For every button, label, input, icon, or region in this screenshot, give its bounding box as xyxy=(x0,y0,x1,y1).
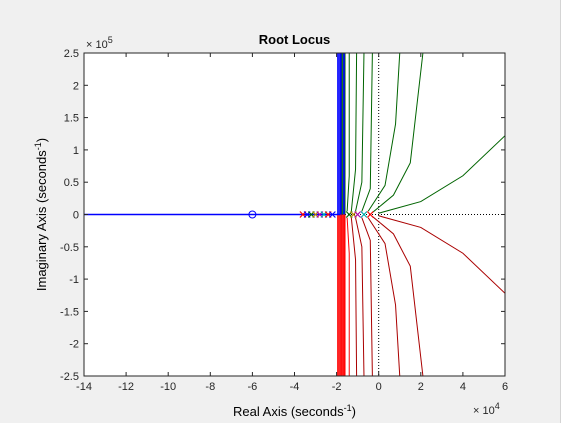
locus-series-6 xyxy=(355,53,365,212)
x-tick-label: 0 xyxy=(376,381,382,393)
pole-marker xyxy=(366,211,374,218)
x-tick-label: 4 xyxy=(460,381,466,393)
plot-area xyxy=(84,53,505,376)
zero-marker xyxy=(248,210,257,219)
y-tick-label: -2 xyxy=(69,339,79,351)
x-tick-label: 6 xyxy=(502,381,508,393)
pole-marker xyxy=(328,211,336,218)
y-axis-label: Imaginary Axis (seconds-1) xyxy=(33,138,49,291)
y-tick-label: -2.5 xyxy=(60,371,79,383)
y-axis-label-sup: -1 xyxy=(33,142,43,150)
locus-series-13 xyxy=(355,217,365,376)
locus-series-5 xyxy=(350,53,358,212)
locus-series-9 xyxy=(372,53,424,213)
x-tick-label: -8 xyxy=(205,381,215,393)
x-tick-label: -10 xyxy=(160,381,176,393)
pole-marker-stroke xyxy=(354,211,362,218)
pole-marker-stroke xyxy=(328,211,336,218)
y-tick-label: -1 xyxy=(69,274,79,286)
y-tick-label: 2.5 xyxy=(64,48,79,60)
y-tick-label: 2 xyxy=(73,80,79,92)
y-multiplier-exp: 5 xyxy=(108,35,113,45)
locus-series-4 xyxy=(346,53,350,212)
locus-series-16 xyxy=(372,216,424,376)
pole-marker xyxy=(354,211,362,218)
chart-title: Root Locus xyxy=(259,32,331,47)
y-tick-label: 0 xyxy=(73,210,79,222)
pole-marker xyxy=(360,211,368,218)
locus-series-17 xyxy=(378,215,505,294)
locus-series-11 xyxy=(346,217,350,376)
locus-series-14 xyxy=(361,217,373,376)
pole-marker-stroke xyxy=(360,211,368,218)
x-tick-label: -14 xyxy=(76,381,92,393)
x-tick-label: -12 xyxy=(118,381,134,393)
x-axis-label-sup: -1 xyxy=(344,403,352,413)
locus-series-15 xyxy=(367,217,401,376)
x-tick-label: -2 xyxy=(332,381,342,393)
x-axis-label: Real Axis (seconds-1) xyxy=(233,403,356,419)
locus-series-7 xyxy=(361,53,373,212)
y-tick-label: 1 xyxy=(73,145,79,157)
x-axis-label-tail: ) xyxy=(352,404,356,419)
locus-series-8 xyxy=(367,53,401,212)
y-tick-label: 1.5 xyxy=(64,113,79,125)
x-multiplier-exp: 4 xyxy=(495,401,500,411)
locus-series-10 xyxy=(378,135,505,214)
x-tick-label: 2 xyxy=(418,381,424,393)
locus-series-12 xyxy=(350,217,358,376)
pole-marker-stroke xyxy=(366,211,374,218)
x-tick-label: -4 xyxy=(290,381,300,393)
y-multiplier: × 105 xyxy=(86,35,113,51)
x-multiplier: × 104 xyxy=(473,401,500,417)
y-tick-label: 0.5 xyxy=(64,177,79,189)
y-tick-label: -0.5 xyxy=(60,242,79,254)
y-tick-label: -1.5 xyxy=(60,306,79,318)
y-axis-label-tail: ) xyxy=(34,138,49,142)
x-tick-label: -6 xyxy=(248,381,258,393)
